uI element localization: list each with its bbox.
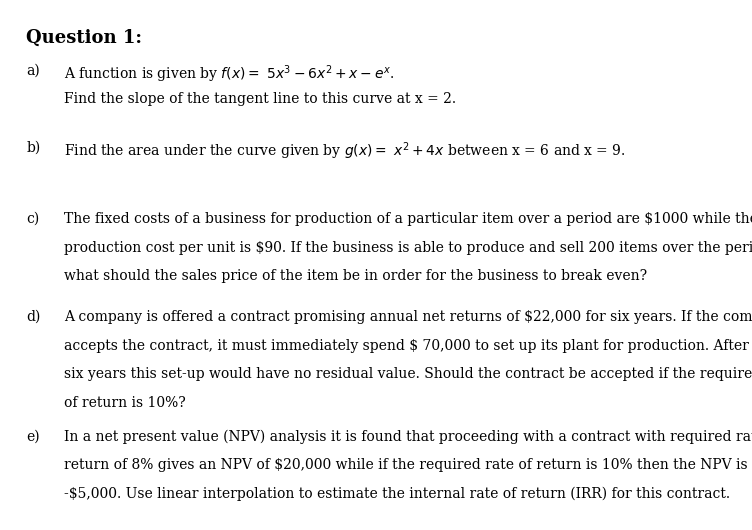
Text: a): a) (26, 64, 40, 77)
Text: c): c) (26, 212, 40, 226)
Text: Find the area under the curve given by $g(x) = \ x^2 + 4x$ between x = 6 and x =: Find the area under the curve given by $… (64, 140, 626, 162)
Text: d): d) (26, 310, 41, 324)
Text: Find the slope of the tangent line to this curve at x = 2.: Find the slope of the tangent line to th… (64, 92, 456, 106)
Text: The fixed costs of a business for production of a particular item over a period : The fixed costs of a business for produc… (64, 212, 752, 226)
Text: In a net present value (NPV) analysis it is found that proceeding with a contrac: In a net present value (NPV) analysis it… (64, 429, 752, 444)
Text: production cost per unit is \$90. If the business is able to produce and sell 20: production cost per unit is \$90. If the… (64, 241, 752, 254)
Text: Question 1:: Question 1: (26, 29, 142, 47)
Text: -\$5,000. Use linear interpolation to estimate the internal rate of return (IRR): -\$5,000. Use linear interpolation to es… (64, 487, 730, 501)
Text: b): b) (26, 140, 41, 154)
Text: what should the sales price of the item be in order for the business to break ev: what should the sales price of the item … (64, 269, 647, 283)
Text: six years this set-up would have no residual value. Should the contract be accep: six years this set-up would have no resi… (64, 367, 752, 381)
Text: A function is given by $f(x) = \ 5x^3 - 6x^2 + x - e^x$.: A function is given by $f(x) = \ 5x^3 - … (64, 64, 394, 85)
Text: return of 8% gives an NPV of \$20,000 while if the required rate of return is 10: return of 8% gives an NPV of \$20,000 wh… (64, 458, 747, 472)
Text: A company is offered a contract promising annual net returns of \$22,000 for six: A company is offered a contract promisin… (64, 310, 752, 324)
Text: accepts the contract, it must immediately spend \$ 70,000 to set up its plant fo: accepts the contract, it must immediatel… (64, 339, 752, 352)
Text: e): e) (26, 429, 40, 443)
Text: of return is 10%?: of return is 10%? (64, 396, 186, 410)
